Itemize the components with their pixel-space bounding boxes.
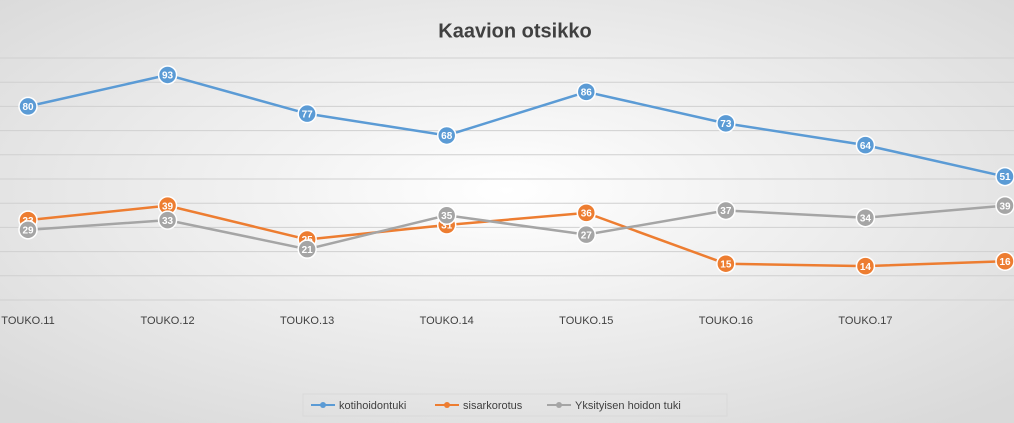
data-point bbox=[18, 96, 38, 117]
data-label: 39 bbox=[999, 201, 1011, 212]
x-tick-label: TOUKO.16 bbox=[699, 315, 753, 327]
data-point bbox=[157, 210, 178, 230]
data-point bbox=[995, 195, 1014, 216]
legend-label: kotihoidontuki bbox=[339, 400, 406, 412]
series-line bbox=[27, 204, 1006, 251]
data-point bbox=[716, 113, 736, 134]
data-point bbox=[995, 166, 1014, 187]
data-label: 73 bbox=[720, 119, 732, 130]
data-point bbox=[297, 239, 317, 259]
data-label: 15 bbox=[720, 259, 732, 270]
data-label: 16 bbox=[999, 257, 1011, 268]
data-label: 64 bbox=[860, 141, 872, 152]
data-point bbox=[576, 224, 597, 245]
data-label: 35 bbox=[441, 211, 453, 222]
legend-label: Yksityisen hoidon tuki bbox=[575, 400, 681, 412]
data-point bbox=[855, 207, 876, 228]
x-tick-label: TOUKO.13 bbox=[280, 315, 334, 327]
data-label: 68 bbox=[441, 131, 453, 142]
data-point bbox=[855, 256, 876, 276]
series-line bbox=[27, 73, 1006, 178]
legend-box bbox=[302, 393, 728, 417]
data-point bbox=[716, 253, 736, 274]
data-label: 51 bbox=[999, 172, 1011, 183]
data-label: 80 bbox=[22, 102, 34, 113]
x-tick-label: TOUKO.17 bbox=[838, 315, 892, 327]
data-label: 36 bbox=[581, 209, 593, 220]
legend-label: sisarkorotus bbox=[463, 400, 523, 412]
x-tick-label: TOUKO.11 bbox=[1, 315, 54, 327]
data-point bbox=[436, 125, 457, 146]
data-label: 31 bbox=[441, 221, 453, 232]
data-label: 29 bbox=[22, 225, 34, 236]
legend-marker bbox=[444, 402, 450, 408]
chart-title: Kaavion otsikko bbox=[438, 20, 591, 42]
series-line bbox=[27, 204, 1006, 268]
data-label: 21 bbox=[302, 245, 314, 256]
data-label: 86 bbox=[581, 88, 593, 99]
data-label: 33 bbox=[162, 216, 174, 227]
legend-marker bbox=[320, 402, 326, 408]
data-point bbox=[18, 220, 38, 240]
data-point bbox=[576, 203, 597, 223]
data-label: 77 bbox=[302, 109, 314, 120]
data-point bbox=[855, 135, 876, 155]
legend: kotihoidontuki sisarkorotus Yksityisen hoi… bbox=[302, 393, 728, 417]
x-tick-label: TOUKO.12 bbox=[140, 315, 194, 327]
data-label: 27 bbox=[581, 230, 593, 241]
data-point bbox=[995, 251, 1014, 272]
data-point bbox=[436, 205, 457, 226]
data-label: 37 bbox=[720, 206, 732, 217]
data-label: 34 bbox=[860, 213, 872, 224]
data-label: 14 bbox=[860, 262, 872, 273]
data-point bbox=[157, 65, 178, 85]
x-tick-label: TOUKO.14 bbox=[420, 315, 474, 327]
data-point bbox=[576, 82, 597, 102]
data-point bbox=[297, 103, 317, 124]
legend-marker bbox=[556, 402, 562, 408]
data-point bbox=[716, 200, 736, 221]
data-label: 39 bbox=[162, 201, 174, 212]
data-label: 93 bbox=[162, 71, 174, 82]
x-tick-label: TOUKO.15 bbox=[559, 315, 613, 327]
